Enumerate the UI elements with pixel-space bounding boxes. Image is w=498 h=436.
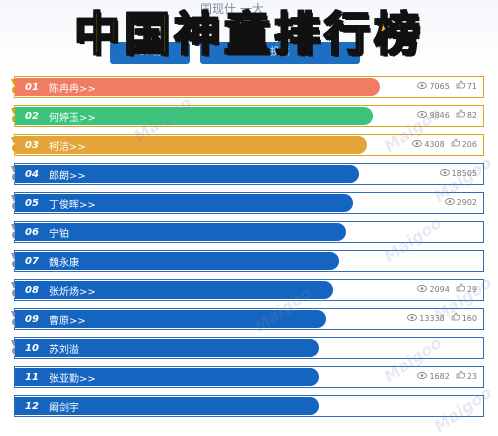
person-name-link[interactable]: 阚剑宇 xyxy=(49,402,79,414)
like-count[interactable]: 160 xyxy=(451,309,477,329)
view-count: 7065 xyxy=(417,77,450,97)
thumbs-up-icon xyxy=(456,280,465,300)
page-title: 中国神童排行榜 xyxy=(73,6,424,62)
rank-number: 09 xyxy=(25,313,39,325)
rank-number: 03 xyxy=(25,139,39,151)
view-count: 9846 xyxy=(417,106,450,126)
eye-icon xyxy=(417,77,428,97)
person-name-link[interactable]: 曹原>> xyxy=(49,315,86,327)
rank-number: 10 xyxy=(25,342,39,354)
background-tab-vote[interactable]: 投票 xyxy=(200,42,360,64)
like-count[interactable]: 82 xyxy=(456,106,477,126)
rank-bar: 02 何婷玉>> xyxy=(15,107,373,125)
person-name-link[interactable]: 丁俊晖>> xyxy=(49,199,96,211)
rank-bar: 10 苏刘溢 xyxy=(15,339,319,357)
thumbs-up-icon xyxy=(451,135,460,155)
person-name-link[interactable]: 郎朗>> xyxy=(49,170,86,182)
rank-number: 08 xyxy=(25,284,39,296)
thumbs-up-icon xyxy=(456,106,465,126)
person-name-link[interactable]: 柯洁>> xyxy=(49,141,86,153)
person-name-link[interactable]: 苏刘溢 xyxy=(49,344,79,356)
ranking-row[interactable]: 02 何婷玉>> 9846 82 xyxy=(11,105,484,127)
like-count[interactable]: 206 xyxy=(451,135,477,155)
ranking-row[interactable]: 01 陈冉冉>> 7065 71 xyxy=(11,76,484,98)
rank-bar: 05 丁俊晖>> xyxy=(15,194,353,212)
ranking-row[interactable]: 03 柯洁>> 4308 206 xyxy=(11,134,484,156)
rank-number: 01 xyxy=(25,81,39,93)
ranking-row[interactable]: 09 曹原>> 13338 160 xyxy=(11,308,484,330)
person-name-link[interactable]: 何婷玉>> xyxy=(49,112,96,124)
eye-icon xyxy=(417,367,428,387)
view-count: 13338 xyxy=(407,309,445,329)
ranking-row[interactable]: 05 丁俊晖>> 2902 xyxy=(11,192,484,214)
view-count: 1682 xyxy=(417,367,450,387)
eye-icon xyxy=(417,280,428,300)
rank-bar: 03 柯洁>> xyxy=(15,136,367,154)
thumbs-up-icon xyxy=(456,367,465,387)
eye-icon xyxy=(444,193,455,213)
eye-icon xyxy=(439,164,450,184)
rank-bar: 11 张亚勤>> xyxy=(15,368,319,386)
rank-bar: 06 宁铂 xyxy=(15,223,346,241)
background-nav: 国现什 一大 OP榜 投票 xyxy=(0,0,498,72)
person-name-link[interactable]: 魏永康 xyxy=(49,257,79,269)
row-stats: 2902 xyxy=(444,193,477,213)
like-count[interactable]: 23 xyxy=(456,367,477,387)
ranking-row[interactable]: 04 郎朗>> 18505 xyxy=(11,163,484,185)
rank-bar: 12 阚剑宇 xyxy=(15,397,319,415)
row-stats: 7065 71 xyxy=(417,77,477,97)
row-stats: 18505 xyxy=(439,164,477,184)
row-stats: 1682 23 xyxy=(417,367,477,387)
thumbs-up-icon xyxy=(451,309,460,329)
row-stats: 4308 206 xyxy=(412,135,477,155)
ranking-row[interactable]: 08 张炘炀>> 2094 29 xyxy=(11,279,484,301)
rank-bar: 08 张炘炀>> xyxy=(15,281,333,299)
rank-number: 12 xyxy=(25,400,39,412)
person-name-link[interactable]: 宁铂 xyxy=(49,228,69,240)
background-subtitle: 国现什 一大 xyxy=(200,2,264,16)
thumbs-up-icon xyxy=(456,77,465,97)
person-name-link[interactable]: 张炘炀>> xyxy=(49,286,96,298)
row-stats: 2094 29 xyxy=(417,280,477,300)
like-count[interactable]: 29 xyxy=(456,280,477,300)
eye-icon xyxy=(407,309,418,329)
rank-bar: 04 郎朗>> xyxy=(15,165,359,183)
rank-bar: 09 曹原>> xyxy=(15,310,326,328)
person-name-link[interactable]: 陈冉冉>> xyxy=(49,83,96,95)
ranking-row[interactable]: 11 张亚勤>> 1682 23 xyxy=(14,366,484,388)
rank-bar: 07 魏永康 xyxy=(15,252,339,270)
rank-number: 07 xyxy=(25,255,39,267)
rank-number: 06 xyxy=(25,226,39,238)
eye-icon xyxy=(417,106,428,126)
view-count: 2094 xyxy=(417,280,450,300)
ranking-row[interactable]: 07 魏永康 xyxy=(11,250,484,272)
person-name-link[interactable]: 张亚勤>> xyxy=(49,373,96,385)
view-count: 4308 xyxy=(412,135,445,155)
like-count[interactable]: 71 xyxy=(456,77,477,97)
ranking-row[interactable]: 10 苏刘溢 xyxy=(11,337,484,359)
rank-number: 05 xyxy=(25,197,39,209)
row-stats: 13338 160 xyxy=(407,309,477,329)
view-count: 2902 xyxy=(444,193,477,213)
view-count: 18505 xyxy=(439,164,477,184)
background-tab-top[interactable]: OP榜 xyxy=(110,42,190,64)
rank-bar: 01 陈冉冉>> xyxy=(15,78,380,96)
rank-number: 11 xyxy=(25,371,39,383)
rank-number: 02 xyxy=(25,110,39,122)
row-stats: 9846 82 xyxy=(417,106,477,126)
ranking-row[interactable]: 06 宁铂 xyxy=(11,221,484,243)
rank-number: 04 xyxy=(25,168,39,180)
ranking-row[interactable]: 12 阚剑宇 xyxy=(14,395,484,417)
eye-icon xyxy=(412,135,423,155)
